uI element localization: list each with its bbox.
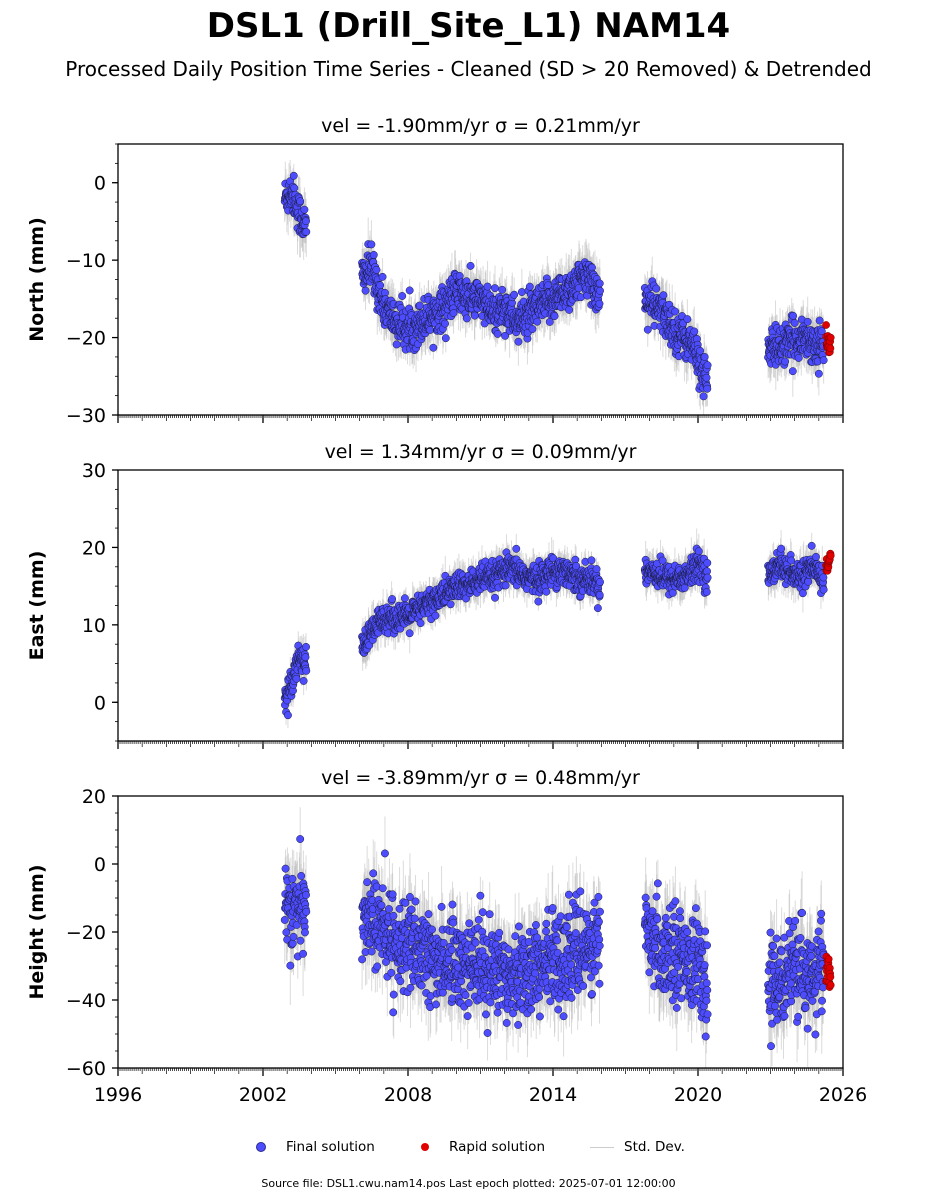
- y-axis-label: East (mm): [26, 551, 48, 661]
- points: [280, 171, 835, 401]
- final-point: [301, 653, 310, 662]
- final-point: [426, 325, 435, 334]
- final-point: [372, 265, 381, 274]
- final-point: [814, 369, 823, 378]
- final-point: [533, 317, 542, 326]
- final-point: [790, 319, 799, 327]
- final-point: [400, 594, 409, 603]
- final-point: [789, 311, 798, 320]
- final-point: [659, 291, 668, 300]
- final-point: [292, 674, 301, 683]
- final-point: [361, 286, 370, 295]
- final-point: [449, 309, 458, 317]
- final-point: [302, 666, 311, 675]
- final-point: [510, 290, 519, 299]
- final-point: [595, 279, 604, 288]
- final-point: [441, 319, 449, 328]
- final-point: [302, 217, 310, 226]
- final-point: [501, 331, 510, 340]
- final-point: [369, 250, 378, 259]
- final-point: [290, 184, 299, 192]
- final-point: [299, 676, 308, 685]
- y-axis-label: North (mm): [26, 217, 48, 342]
- final-point: [416, 619, 425, 628]
- final-point: [517, 288, 526, 296]
- final-point: [289, 171, 298, 180]
- final-point: [514, 337, 523, 346]
- final-point: [788, 367, 797, 376]
- panel-north: vel = -1.90mm/yr σ = 0.21mm/yr North (mm)…: [26, 115, 844, 427]
- y-tick-label: −20: [66, 328, 106, 350]
- final-point: [441, 334, 450, 343]
- final-point: [683, 315, 692, 324]
- final-point: [388, 595, 397, 603]
- points: [280, 541, 835, 720]
- chart-title: DSL1 (Drill_Site_L1) NAM14: [206, 6, 731, 46]
- final-point: [296, 197, 305, 206]
- final-point: [470, 311, 479, 320]
- final-point: [392, 340, 401, 349]
- final-point: [550, 312, 559, 321]
- final-point: [696, 346, 705, 355]
- final-point: [378, 272, 387, 281]
- y-tick-label: 0: [94, 173, 106, 195]
- final-point: [283, 711, 292, 720]
- plot-area: [280, 159, 835, 415]
- final-point: [466, 261, 475, 270]
- final-point: [483, 282, 492, 291]
- rapid-point: [822, 321, 830, 329]
- final-point: [702, 373, 711, 382]
- final-point: [429, 343, 438, 352]
- final-point: [405, 286, 414, 295]
- final-point: [565, 305, 574, 314]
- final-point: [652, 284, 661, 293]
- final-point: [415, 301, 424, 310]
- chart-subtitle: Processed Daily Position Time Series - C…: [65, 57, 872, 81]
- final-point: [405, 629, 414, 638]
- rapid-point: [826, 333, 835, 342]
- final-point: [794, 354, 803, 362]
- final-point: [498, 285, 507, 294]
- final-point: [300, 205, 309, 214]
- final-point: [302, 227, 311, 236]
- final-point: [376, 281, 385, 290]
- final-point: [462, 314, 471, 323]
- final-point: [574, 284, 583, 293]
- final-point: [493, 329, 502, 338]
- panel-title: vel = 1.34mm/yr σ = 0.09mm/yr: [325, 441, 637, 463]
- rapid-point: [826, 344, 835, 353]
- final-point: [302, 642, 310, 651]
- final-point: [690, 327, 699, 336]
- final-point: [643, 325, 652, 334]
- time-series-figure: vel = -1.90mm/yr σ = 0.21mm/yr North (mm)…: [26, 115, 867, 1106]
- final-point: [528, 325, 537, 333]
- final-point: [699, 392, 708, 401]
- final-point: [815, 316, 824, 325]
- final-point: [367, 240, 376, 249]
- y-tick-label: −30: [66, 405, 106, 427]
- final-point: [819, 356, 828, 365]
- final-point: [525, 282, 534, 291]
- final-point: [595, 299, 604, 308]
- final-point: [703, 384, 712, 393]
- final-point: [817, 327, 826, 336]
- final-point: [703, 361, 712, 370]
- plot-area: [280, 528, 835, 729]
- final-point: [781, 357, 790, 366]
- final-point: [491, 284, 499, 293]
- final-point: [398, 292, 407, 300]
- final-point: [700, 353, 709, 361]
- final-point: [671, 307, 680, 316]
- final-point: [803, 317, 812, 326]
- panel-title: vel = -1.90mm/yr σ = 0.21mm/yr: [321, 115, 640, 137]
- final-point: [596, 286, 604, 295]
- y-tick-label: −10: [66, 250, 106, 272]
